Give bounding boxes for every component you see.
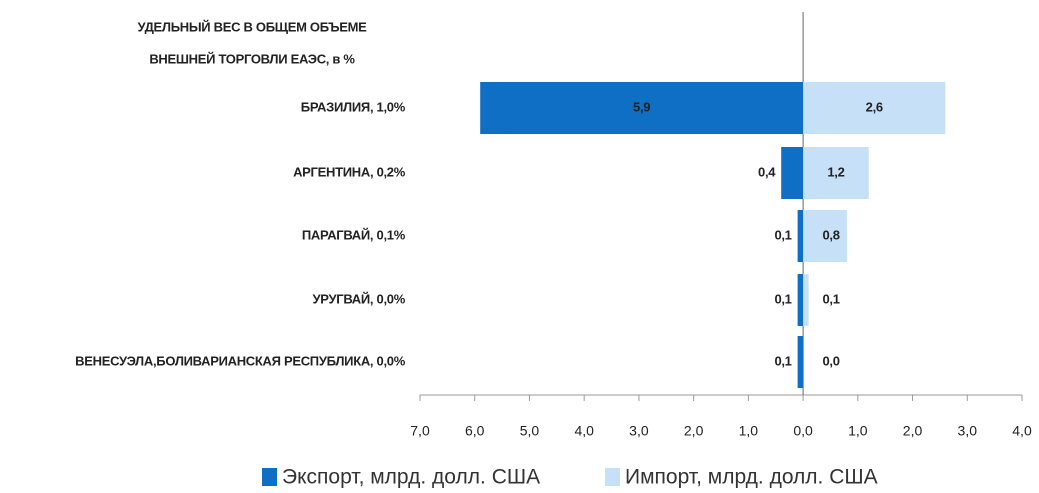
legend-label: Импорт, млрд. долл. США	[625, 466, 878, 489]
bar	[803, 274, 809, 326]
category-label: БРАЗИЛИЯ, 1,0%	[301, 99, 406, 114]
data-label: 0,1	[774, 291, 791, 306]
bar	[803, 210, 847, 262]
bar	[480, 82, 804, 134]
data-label: 1,2	[827, 164, 844, 179]
data-label: 2,6	[866, 99, 883, 114]
bar	[803, 82, 946, 134]
category-title: УДЕЛЬНЫЙ ВЕС В ОБЩЕМ ОБЪЕМЕ	[137, 19, 367, 34]
category-label: ВЕНЕСУЭЛА,БОЛИВАРИАНСКАЯ РЕСПУБЛИКА, 0,0…	[75, 353, 406, 368]
category-title: ВНЕШНЕЙ ТОРГОВЛИ ЕАЭС, в %	[149, 51, 355, 66]
x-tick-label: 5,0	[520, 423, 540, 439]
x-tick-label: 0,0	[793, 423, 813, 439]
x-tick-label: 4,0	[1012, 423, 1032, 439]
data-label: 5,9	[633, 99, 650, 114]
category-label: ПАРАГВАЙ, 0,1%	[302, 227, 406, 242]
data-label: 0,1	[774, 353, 791, 368]
x-tick-label: 6,0	[465, 423, 485, 439]
legend-swatch	[605, 468, 620, 486]
x-tick-label: 3,0	[629, 423, 649, 439]
bar	[797, 336, 804, 388]
legend-swatch	[262, 468, 277, 486]
data-label: 0,1	[774, 227, 791, 242]
x-tick-label: 2,0	[684, 423, 704, 439]
data-label: 0,0	[823, 353, 840, 368]
x-tick-label: 7,0	[410, 423, 430, 439]
bar	[797, 274, 804, 326]
data-label: 0,8	[823, 227, 840, 242]
x-tick-label: 3,0	[958, 423, 978, 439]
bar	[781, 147, 804, 199]
bar	[797, 210, 804, 262]
bar	[803, 147, 869, 199]
x-tick-label: 1,0	[848, 423, 868, 439]
category-label: АРГЕНТИНА, 0,2%	[293, 164, 406, 179]
x-tick-label: 2,0	[903, 423, 923, 439]
x-tick-label: 1,0	[739, 423, 759, 439]
x-tick-label: 4,0	[574, 423, 594, 439]
category-label: УРУГВАЙ, 0,0%	[313, 291, 406, 306]
data-label: 0,4	[758, 164, 776, 179]
legend-label: Экспорт, млрд. долл. США	[282, 466, 540, 489]
data-label: 0,1	[823, 291, 840, 306]
